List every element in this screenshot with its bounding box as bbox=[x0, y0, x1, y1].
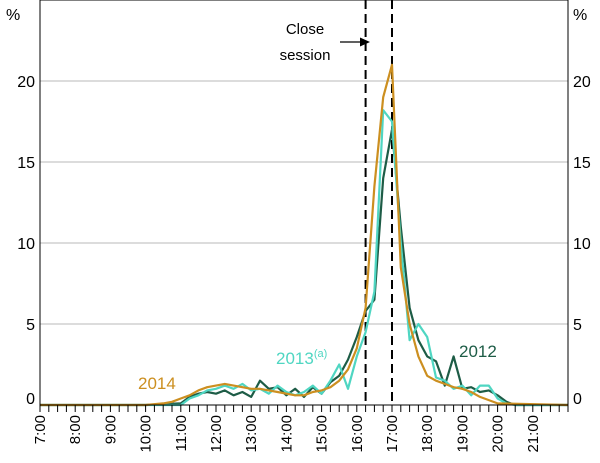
close-session-label-line2: session bbox=[280, 47, 331, 64]
close-session-marker bbox=[364, 0, 393, 405]
y-unit-label-left: % bbox=[6, 7, 20, 24]
y-tick-label-left: 0 bbox=[26, 391, 35, 408]
x-tick-label: 15:00 bbox=[314, 415, 331, 453]
series-label-2012: 2012 bbox=[459, 342, 497, 361]
x-tick-label: 16:00 bbox=[349, 415, 366, 453]
series-label-name: 2013 bbox=[276, 349, 314, 368]
y-tick-label-left: 10 bbox=[17, 236, 35, 253]
y-tick-label-left: 15 bbox=[17, 155, 35, 172]
y-tick-label-left: 5 bbox=[26, 317, 35, 334]
axes bbox=[39, 0, 569, 412]
series-label-2013: 2013(a) bbox=[276, 348, 327, 368]
x-tick-label: 9:00 bbox=[102, 415, 119, 444]
y-tick-label-right: 0 bbox=[573, 391, 582, 408]
series-line-2014 bbox=[40, 63, 569, 407]
y-tick-label-right: 20 bbox=[573, 74, 591, 91]
close-session-label-line1: Close bbox=[286, 21, 324, 38]
x-tick-label: 19:00 bbox=[454, 415, 471, 453]
series-label-2014: 2014 bbox=[138, 374, 176, 393]
x-tick-label: 20:00 bbox=[490, 415, 507, 453]
labels: 0 0 5 5 10 10 15 15 20 20% % 7:00 8:00 9:00 10:00 11:00… bbox=[6, 7, 591, 453]
y-tick-label-left: 20 bbox=[17, 74, 35, 91]
y-tick-label-right: 5 bbox=[573, 317, 582, 334]
x-tick-label: 10:00 bbox=[138, 415, 155, 453]
x-tick-label: 18:00 bbox=[419, 415, 436, 453]
x-tick-label: 17:00 bbox=[384, 415, 401, 453]
series-label-name: 2014 bbox=[138, 374, 176, 393]
x-tick-label: 12:00 bbox=[208, 415, 225, 453]
x-tick-label: 13:00 bbox=[243, 415, 260, 453]
x-tick-label: 8:00 bbox=[67, 415, 84, 444]
y-tick-label-right: 15 bbox=[573, 155, 591, 172]
close-session-arrow-head bbox=[360, 37, 370, 47]
series-label-name: 2012 bbox=[459, 342, 497, 361]
x-tick-label: 21:00 bbox=[525, 415, 542, 453]
series-lines bbox=[40, 63, 569, 407]
x-tick-label: 7:00 bbox=[32, 415, 49, 444]
y-tick-label-right: 10 bbox=[573, 236, 591, 253]
series-label-superscript: (a) bbox=[314, 348, 327, 360]
x-tick-label: 11:00 bbox=[173, 415, 190, 451]
y-unit-label-right: % bbox=[573, 7, 587, 24]
gridlines bbox=[40, 80, 568, 325]
x-tick-label: 14:00 bbox=[278, 415, 295, 453]
